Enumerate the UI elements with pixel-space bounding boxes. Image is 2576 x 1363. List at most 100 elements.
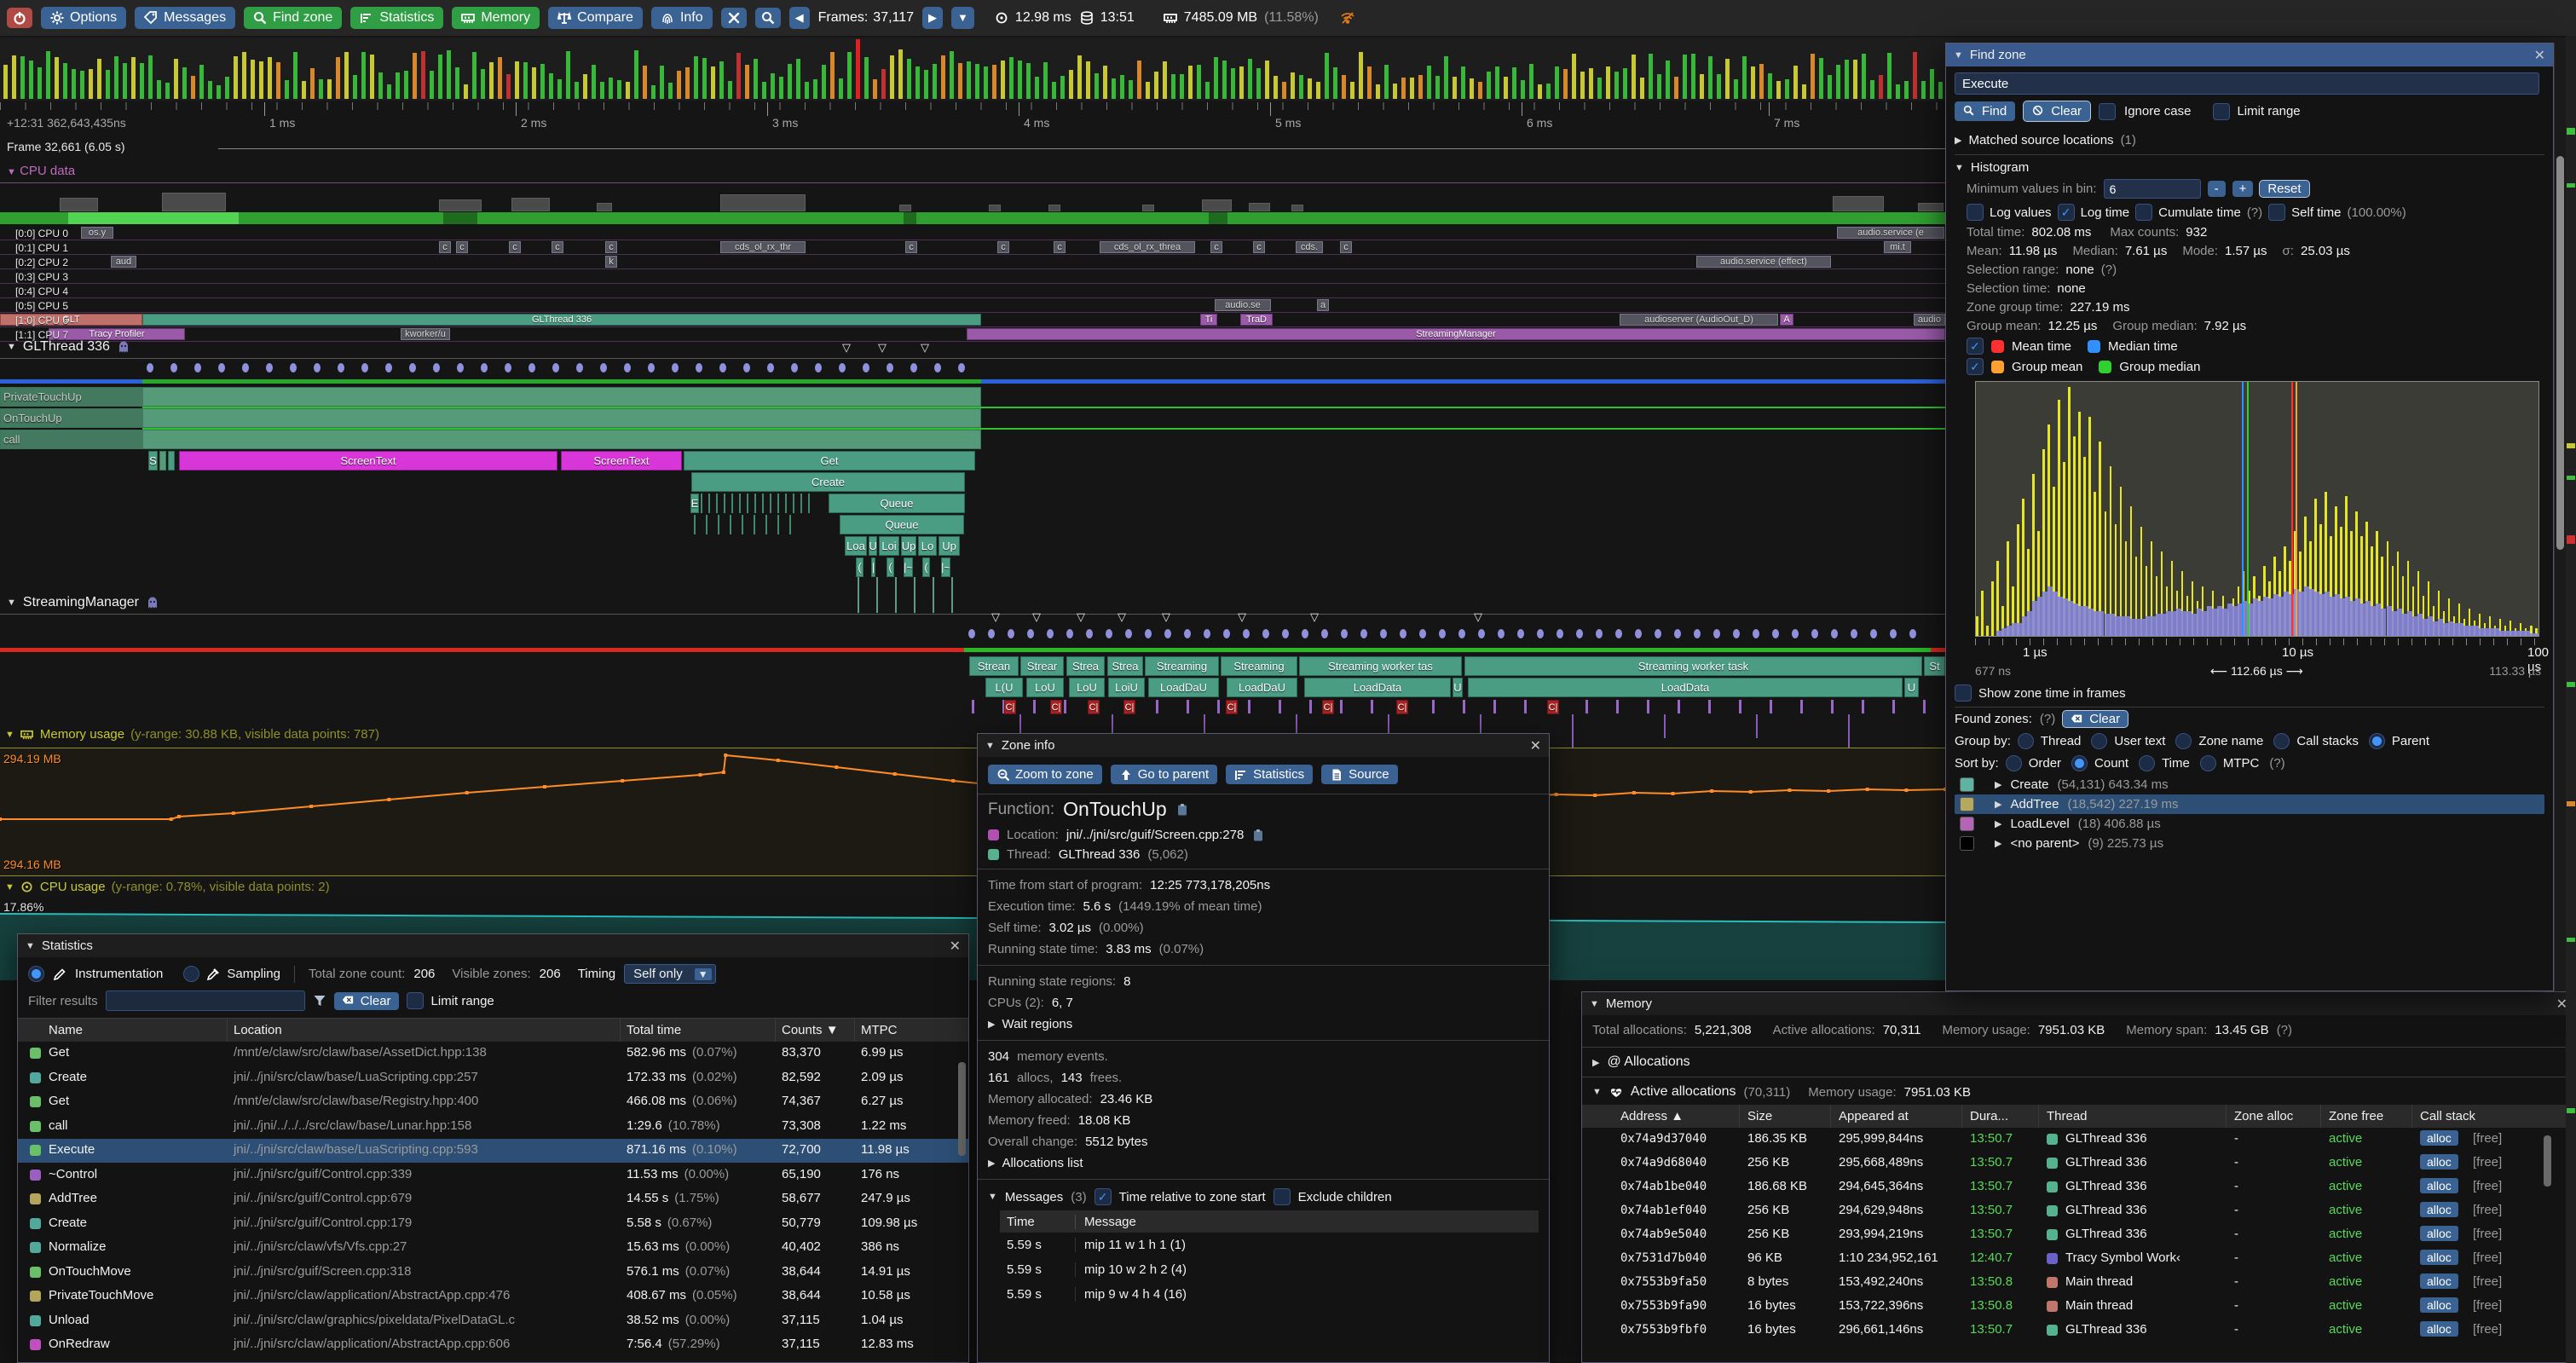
memory-usage-line[interactable] [0,748,1945,876]
close-icon[interactable]: ✕ [1530,737,1541,754]
column-header-thread[interactable]: Thread [2047,1109,2088,1123]
sample-dot[interactable] [1772,629,1779,638]
cpuplot-header[interactable]: ▼CPU usage(y-range: 0.78%, visible data … [5,880,330,894]
filter-input[interactable] [106,990,305,1011]
cpu-zone-block[interactable]: StreamingManager [967,328,1945,340]
cumulate-checkbox[interactable] [2135,204,2152,221]
zone-block[interactable]: ( [887,557,894,577]
alloc-callstack-button[interactable]: alloc [2420,1273,2458,1289]
sample-dot[interactable] [1204,629,1210,638]
tiny-zone-tick[interactable] [754,494,756,513]
tiny-zone-tick[interactable] [694,515,696,534]
matched-locations-disclosure[interactable]: ▶Matched source locations(1) [1946,126,2553,149]
found-zone-row[interactable]: ▶AddTree(18,542) 227.19 ms [1955,794,2544,814]
toolbar-button-messages[interactable]: Messages [135,7,235,29]
memory-table-header[interactable]: Address ▲SizeAppeared atDura...ThreadZon… [1582,1105,2575,1128]
messages-header-row[interactable]: ▼Messages(3)Time relative to zone startE… [978,1185,1549,1209]
statistics-row[interactable]: calljni/../jni/../../../src/claw/base/Lu… [18,1115,968,1139]
lock-tick[interactable] [1156,700,1158,713]
timing-dropdown[interactable]: Self only▼ [624,964,715,984]
sample-dot[interactable] [1106,629,1112,638]
cpu-row[interactable]: audio.sea[0:5] CPU 5 [0,299,1945,313]
sample-dot[interactable] [1713,629,1720,638]
zone-block[interactable]: Up [939,536,960,556]
sample-dot[interactable] [433,363,440,373]
lock-tick[interactable] [1678,700,1680,713]
tiny-zone-tick[interactable] [808,494,810,513]
find-zone-scrollbar[interactable] [2554,43,2566,991]
zone-block[interactable]: Streaming [1221,656,1297,676]
sample-dot[interactable] [1027,629,1034,638]
active-allocations-disclosure[interactable]: ▼Active allocations(70,311)Memory usage:… [1582,1079,2575,1105]
contention-block[interactable]: C| [1004,700,1016,714]
cpu-zone-block[interactable]: audioserver (AudioOut_D) [1620,314,1778,326]
tiny-zone-tick[interactable] [708,494,710,513]
cpu-zone-block[interactable]: mi.t [1884,241,1911,253]
lock-tick[interactable] [1463,700,1465,713]
sample-dot[interactable] [1811,629,1818,638]
zone-block[interactable]: |~ [904,557,913,577]
column-header-zone-free[interactable]: Zone free [2329,1109,2383,1123]
frame-prev-button[interactable]: ◀ [789,7,810,29]
sample-dot[interactable] [624,363,631,373]
disclosure-allocations-list[interactable]: ▶Allocations list [978,1152,1549,1174]
zone-block[interactable]: Streaming worker tas [1299,656,1462,676]
lock-tick[interactable] [1187,700,1189,713]
edge-marker-strip[interactable] [2566,36,2576,1363]
zone-block[interactable]: |~ [941,557,950,577]
hanging-zone-tick[interactable] [895,577,897,613]
message-row[interactable]: 5.59 smip 11 w 1 h 1 (1) [1000,1233,1539,1257]
message-row[interactable]: 5.59 smip 10 w 2 h 2 (4) [1000,1257,1539,1282]
tiny-zone-tick[interactable] [785,494,787,513]
sample-dot[interactable] [1909,629,1916,638]
toolbar-button-tools-icon[interactable] [721,8,747,28]
contention-block[interactable]: C| [1123,700,1135,714]
zone-block[interactable]: ( [856,557,863,577]
column-header-mtpc[interactable]: MTPC [861,1023,898,1037]
alloc-callstack-button[interactable]: alloc [2420,1250,2458,1265]
zone-block[interactable] [168,451,175,471]
log-time-checkbox[interactable] [2058,204,2075,221]
zone-block[interactable]: LoiU [1108,678,1145,697]
cpu-zone-block[interactable]: cds_ol_rx_thr [720,241,806,253]
cpu-row[interactable]: os.yaudio.service (e[0:0] CPU 0 [0,227,1945,240]
toolbar-button-memory[interactable]: Memory [452,7,540,29]
statistics-table-body[interactable]: Get/mnt/e/claw/src/claw/base/AssetDict.h… [18,1042,968,1362]
cpu-zone-block[interactable]: cds. [1296,241,1323,253]
sample-dot[interactable] [170,363,177,373]
toolbar-button-info[interactable]: Info [651,7,713,29]
statistics-row[interactable]: OnRedrawjni/../jni/src/claw/application/… [18,1333,968,1357]
sample-dot[interactable] [815,363,822,373]
cpu-row[interactable]: audkaudio.service (effect)[0:2] CPU 2 [0,256,1945,269]
disclosure-wait-regions[interactable]: ▶Wait regions [978,1014,1549,1035]
sample-dot[interactable] [863,363,869,373]
lock-tick[interactable] [1800,700,1803,713]
help-icon[interactable]: (?) [2277,1023,2292,1037]
column-header-counts[interactable]: Counts ▼ [782,1023,839,1037]
message-marker-icon[interactable]: ▽ [921,341,929,355]
sample-dot[interactable] [1458,629,1465,638]
zone-block[interactable]: LoU [1026,678,1064,697]
tiny-zone-tick[interactable] [716,494,718,513]
sample-dot[interactable] [1302,629,1308,638]
sample-dot[interactable] [1262,629,1269,638]
cpu-zone-block[interactable]: audio.service (effect) [1696,256,1831,268]
tiny-zone-tick[interactable] [754,515,755,534]
cpu-zone-block[interactable]: c [997,241,1009,253]
memory-row[interactable]: 0x7531d7b04096 KB1:10 234,952,16112:40.7… [1582,1247,2575,1271]
sample-dot[interactable] [1655,629,1661,638]
sample-dot[interactable] [1890,629,1897,638]
alloc-callstack-button[interactable]: alloc [2420,1226,2458,1241]
memory-row[interactable]: 0x74a9d37040186.35 KB295,999,844ns13:50.… [1582,1128,2575,1152]
button-go-to-parent[interactable]: Go to parent [1111,765,1217,784]
button-zoom-to-zone[interactable]: Zoom to zone [988,765,1102,784]
cpu-zone-block[interactable]: audio.se [1215,299,1271,311]
zone-block[interactable]: Strea [1107,656,1143,676]
limit-range-checkbox[interactable] [407,992,424,1009]
cpu-zone-block[interactable]: aud [111,256,136,268]
cpu-zone-block[interactable]: c [1340,241,1352,253]
column-header-location[interactable]: Location [234,1023,282,1037]
sample-dot[interactable] [1753,629,1759,638]
zone-block[interactable]: Loa [845,536,867,556]
group-radio-call-stacks[interactable] [2273,733,2290,749]
